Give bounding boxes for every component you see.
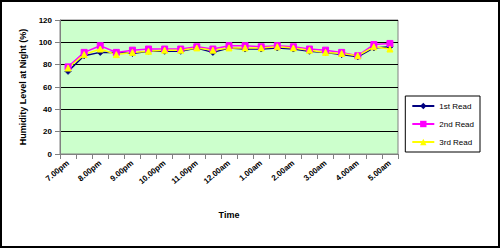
svg-text:2nd Read: 2nd Read [439,120,474,129]
svg-text:10.00pm: 10.00pm [137,159,167,186]
svg-text:0: 0 [48,150,53,159]
svg-text:9.00pm: 9.00pm [108,159,135,184]
svg-text:11.00pm: 11.00pm [170,159,200,186]
svg-text:3rd Read: 3rd Read [439,138,472,147]
svg-text:Humidity Level at Night (%): Humidity Level at Night (%) [18,29,28,146]
svg-text:2.00am: 2.00am [270,159,297,183]
svg-text:60: 60 [43,83,52,92]
svg-text:40: 40 [43,105,52,114]
svg-text:12.00am: 12.00am [202,159,232,186]
svg-text:3.00am: 3.00am [302,159,329,183]
svg-text:100: 100 [39,38,53,47]
svg-text:80: 80 [43,60,52,69]
svg-text:1st Read: 1st Read [439,102,471,111]
svg-text:8.00pm: 8.00pm [76,159,103,184]
svg-text:7.00pm: 7.00pm [44,159,71,184]
svg-text:120: 120 [39,16,53,25]
svg-text:20: 20 [43,127,52,136]
svg-text:4.00am: 4.00am [334,159,361,183]
svg-text:5.00am: 5.00am [366,159,393,183]
svg-text:Time: Time [219,210,240,220]
svg-text:1.00am: 1.00am [238,159,265,183]
